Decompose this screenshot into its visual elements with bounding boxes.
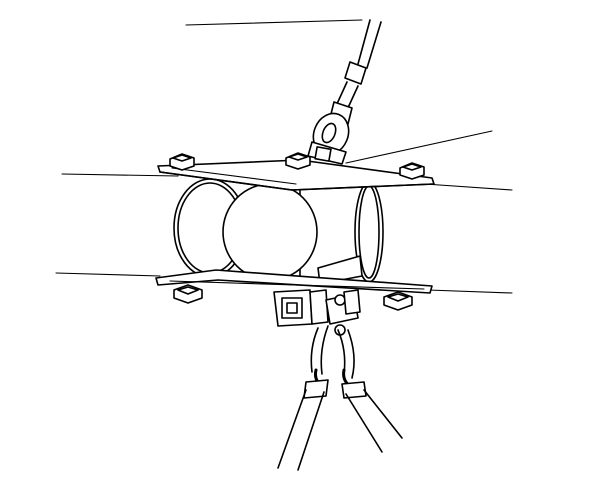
right-cable-outer <box>363 389 403 439</box>
upper-clamp-plate <box>157 152 435 191</box>
left-lower-line <box>55 272 161 277</box>
upper-nut-left <box>169 153 195 171</box>
upper-cable <box>329 19 382 125</box>
lower-nut-right <box>383 291 413 311</box>
right-diagonal-line <box>345 130 493 164</box>
cable-ferrule <box>344 61 367 85</box>
top-reference-line <box>185 19 363 26</box>
lower-nut-left <box>173 284 203 304</box>
left-cable-sleeve <box>303 379 329 399</box>
upper-nut-center <box>285 152 311 170</box>
left-cable-outer <box>277 389 307 469</box>
bracket-bolt-top <box>334 294 346 306</box>
reference-lines <box>55 19 513 294</box>
bracket <box>273 289 361 336</box>
upper-nut-right <box>399 162 425 180</box>
right-cable-sleeve <box>341 381 367 399</box>
eye-bolt <box>307 112 350 165</box>
right-cable-inner <box>345 393 383 453</box>
lower-hangers <box>277 325 403 471</box>
right-lower-line <box>427 289 513 294</box>
lower-clamp-plate <box>155 269 433 311</box>
right-upper-line <box>424 183 513 191</box>
pipes <box>173 177 384 285</box>
middle-pipe-end <box>222 183 318 281</box>
left-cable-inner <box>297 391 325 471</box>
left-upper-line <box>61 173 179 177</box>
